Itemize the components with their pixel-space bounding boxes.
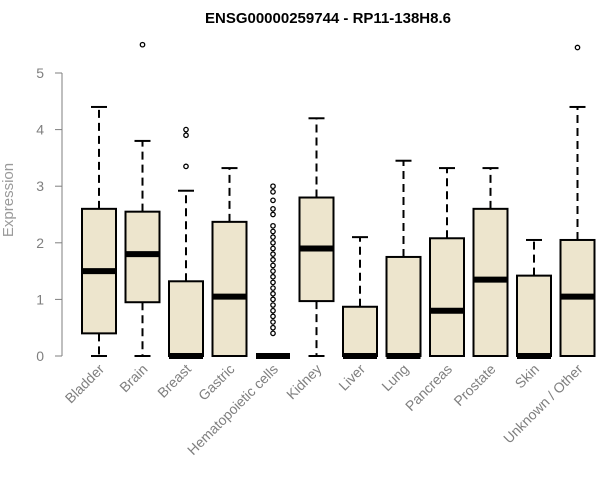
outlier-point	[270, 324, 276, 331]
x-tick-label: Skin	[512, 361, 543, 392]
box-breast	[168, 126, 204, 359]
y-tick-label: 4	[36, 122, 44, 138]
outlier-point	[139, 41, 146, 48]
x-tick-label: Prostate	[450, 361, 498, 409]
outlier-point	[270, 279, 276, 286]
outlier-point	[270, 251, 276, 257]
outlier-point	[270, 222, 276, 229]
outlier-point	[270, 268, 276, 274]
box-prostate	[472, 167, 509, 357]
y-axis-label: Expression	[0, 163, 17, 237]
box-iqr	[211, 220, 248, 357]
outlier-point	[270, 197, 276, 204]
outlier-point	[270, 285, 276, 291]
x-tick-label: Liver	[335, 361, 368, 394]
y-tick-label: 1	[36, 291, 44, 307]
box-iqr	[385, 255, 422, 358]
box-gastric	[211, 167, 248, 357]
y-tick-label: 2	[36, 235, 44, 251]
y-tick-label: 0	[36, 348, 44, 364]
outlier-point	[183, 132, 189, 139]
x-tick-label: Kidney	[283, 361, 325, 403]
outlier-point	[270, 319, 276, 325]
box-kidney	[298, 117, 335, 357]
outlier-point	[270, 228, 276, 235]
box-pancreas	[429, 167, 465, 357]
outlier-point	[270, 239, 276, 246]
outlier-point	[270, 234, 276, 240]
x-tick-label: Pancreas	[402, 361, 455, 414]
box-brain	[124, 41, 161, 357]
outlier-point	[270, 313, 276, 320]
y-tick-label: 5	[36, 65, 44, 81]
box-iqr	[516, 274, 552, 357]
x-tick-label: Bladder	[62, 361, 108, 407]
outlier-point	[270, 262, 276, 269]
outlier-point	[270, 205, 276, 212]
box-lung	[385, 159, 422, 359]
outlier-point	[270, 256, 276, 263]
outlier-point	[270, 290, 276, 297]
box-iqr	[168, 280, 204, 357]
outlier-point	[270, 183, 276, 190]
outlier-point	[270, 189, 276, 195]
outlier-point	[270, 273, 276, 280]
y-tick-label: 3	[36, 178, 44, 194]
x-tick-label: Breast	[154, 361, 194, 401]
outlier-point	[270, 211, 276, 218]
outlier-point	[270, 296, 276, 303]
boxes-group	[81, 41, 596, 359]
box-unknown-other	[559, 44, 596, 357]
x-tick-label: Unknown / Other	[500, 361, 586, 447]
box-bladder	[81, 105, 117, 357]
x-tick-label: Gastric	[195, 361, 238, 404]
x-tick-label: Brain	[116, 361, 150, 395]
outlier-point	[270, 302, 276, 308]
box-iqr	[429, 237, 465, 357]
box-iqr	[342, 305, 378, 357]
outlier-point	[270, 307, 276, 314]
x-tick-label: Lung	[378, 361, 411, 394]
outlier-point	[270, 245, 276, 252]
box-liver	[342, 236, 378, 359]
outlier-point	[183, 126, 189, 133]
outlier-point	[270, 330, 276, 337]
box-skin	[516, 238, 552, 359]
chart-title: ENSG00000259744 - RP11-138H8.6	[205, 10, 451, 27]
outlier-point	[574, 44, 581, 51]
box-hematopoietic-cells	[256, 183, 290, 359]
y-axis: 0 1 2 3 4 5	[36, 65, 63, 364]
outlier-point	[183, 163, 189, 170]
